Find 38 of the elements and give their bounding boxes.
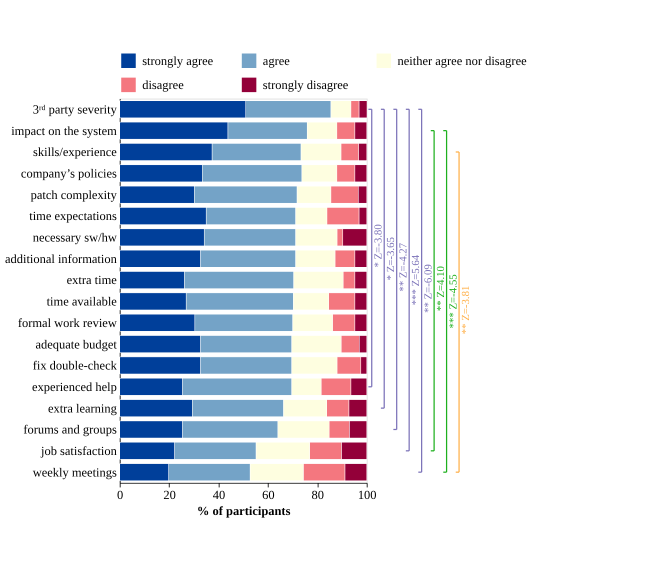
y-tick-label: weekly meetings (32, 465, 117, 480)
legend-label: strongly disagree (262, 78, 349, 92)
y-tick-label: adequate budget (35, 337, 118, 352)
y-tick-label: time expectations (29, 209, 117, 224)
legend-label: agree (262, 54, 290, 68)
y-tick-label: 3ʳᵈ party severity (32, 102, 118, 116)
y-tick-label: impact on the system (11, 124, 118, 138)
y-tick-label: extra time (66, 273, 118, 288)
x-tick-label: 0 (117, 488, 124, 502)
text: ** Z=4.10 (435, 266, 448, 312)
x-axis-title: % of participants (196, 504, 291, 518)
y-tick-label: experienced help (32, 380, 117, 394)
x-tick-label: 60 (262, 488, 275, 502)
y-tick-label: time available (46, 294, 118, 309)
text: ** Z=-4.27 (398, 242, 410, 292)
y-tick-label: additional information (4, 252, 118, 266)
text: ** Z=-6.09 (422, 264, 435, 313)
y-tick-label: formal work review (18, 316, 117, 330)
x-tick-label: 20 (163, 488, 176, 502)
legend-label: neither agree nor disagree (398, 54, 528, 68)
x-tick-label: 100 (358, 488, 377, 502)
text: * Z=-3.80 (372, 224, 385, 268)
legend-label: strongly agree (142, 54, 214, 68)
x-tick-label: 80 (312, 488, 324, 502)
x-tick-label: 40 (212, 488, 226, 502)
y-tick-label: company’s policies (20, 166, 117, 180)
y-tick-label: patch complexity (30, 188, 118, 202)
y-tick-label: skills/experience (33, 145, 118, 160)
y-tick-label: necessary sw/hw (32, 230, 117, 245)
y-tick-label: forums and groups (23, 422, 117, 437)
text: *** Z=5.64 (410, 254, 422, 306)
legend-label: disagree (142, 78, 184, 92)
text: * Z=-3.65 (385, 237, 398, 280)
text: ** Z=-3.81 (460, 286, 472, 334)
y-tick-label: job satisfaction (40, 444, 118, 458)
text: *** Z=-4.55 (448, 274, 460, 328)
y-tick-label: fix double-check (32, 358, 118, 373)
y-tick-label: extra learning (48, 401, 117, 416)
